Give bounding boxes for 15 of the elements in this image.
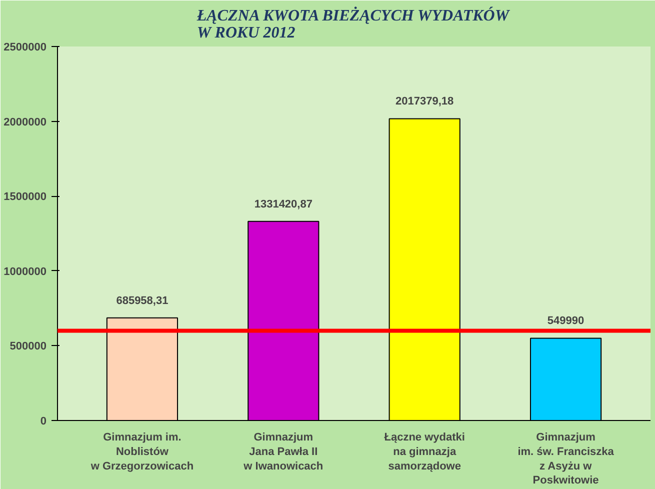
data-label: 549990 xyxy=(547,315,584,328)
y-tick-label: 500000 xyxy=(10,340,47,353)
x-tick-label: Gimnazjum im. Noblistów w Grzegorzowicach xyxy=(90,432,194,472)
chart-title: ŁĄCZNA KWOTA BIEŻĄCYCH WYDATKÓW W ROKU 2012 xyxy=(196,6,511,42)
data-label: 2017379,18 xyxy=(396,96,454,108)
y-tick-label: 0 xyxy=(40,416,47,428)
y-tick-label: 2500000 xyxy=(4,42,47,54)
x-tick-label: Gimnazjum im. św. Franciszka z Asyżu w Poskwitowie xyxy=(518,432,615,487)
y-tick-label: 1000000 xyxy=(4,266,47,278)
data-label: 685958,31 xyxy=(116,294,168,307)
y-tick-label: 2000000 xyxy=(4,116,47,128)
x-tick-label: Łączne wydatki na gimnazja samorządowe xyxy=(384,432,465,472)
y-tick-label: 1500000 xyxy=(4,191,47,204)
data-label: 1331420,87 xyxy=(254,198,312,210)
x-tick-label: Gimnazjum Jana Pawła II w Iwanowicach xyxy=(242,432,324,472)
